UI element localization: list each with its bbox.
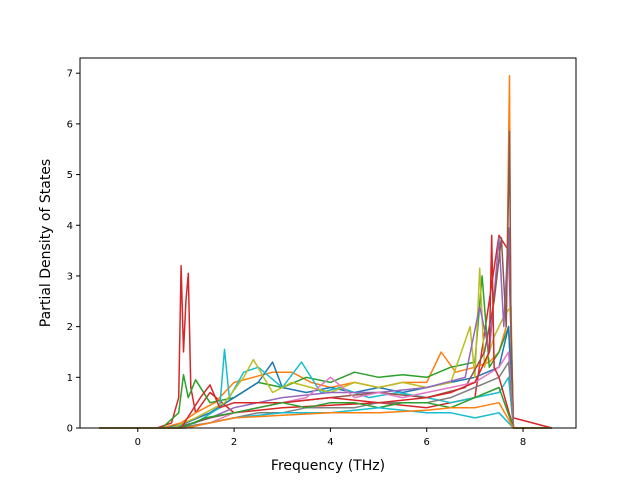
series-layer	[99, 74, 553, 429]
x-axis-label: Frequency (THz)	[271, 458, 385, 474]
y-tick-label: 3	[67, 271, 73, 282]
series-line-4	[99, 348, 552, 429]
x-tick-label: 6	[424, 437, 430, 448]
series-line-6	[99, 227, 552, 429]
x-tick-label: 2	[231, 437, 237, 448]
series-line-0	[99, 234, 553, 429]
x-axis-ticks: 0 2 4 6 8	[135, 428, 526, 448]
y-tick-label: 0	[67, 424, 73, 435]
series-line-8	[99, 351, 552, 429]
y-axis-label: Partial Density of States	[38, 159, 54, 327]
x-tick-label: 4	[327, 437, 333, 448]
y-axis-ticks: 0 1 2 3 4 5 6 7	[67, 69, 80, 435]
y-tick-label: 2	[67, 322, 73, 333]
y-tick-label: 6	[67, 119, 73, 130]
plot-frame	[79, 57, 577, 429]
x-tick-label: 0	[135, 437, 141, 448]
series-line-1	[99, 74, 552, 429]
series-line-10	[99, 234, 552, 429]
series-line-13	[99, 401, 552, 429]
x-tick-label: 8	[520, 437, 526, 448]
series-line-5	[99, 267, 552, 429]
series-line-2	[99, 275, 552, 429]
y-tick-label: 1	[67, 373, 73, 384]
y-tick-label: 7	[67, 69, 73, 80]
series-line-11	[99, 386, 552, 429]
y-tick-label: 5	[67, 170, 73, 181]
y-tick-label: 4	[67, 221, 73, 232]
